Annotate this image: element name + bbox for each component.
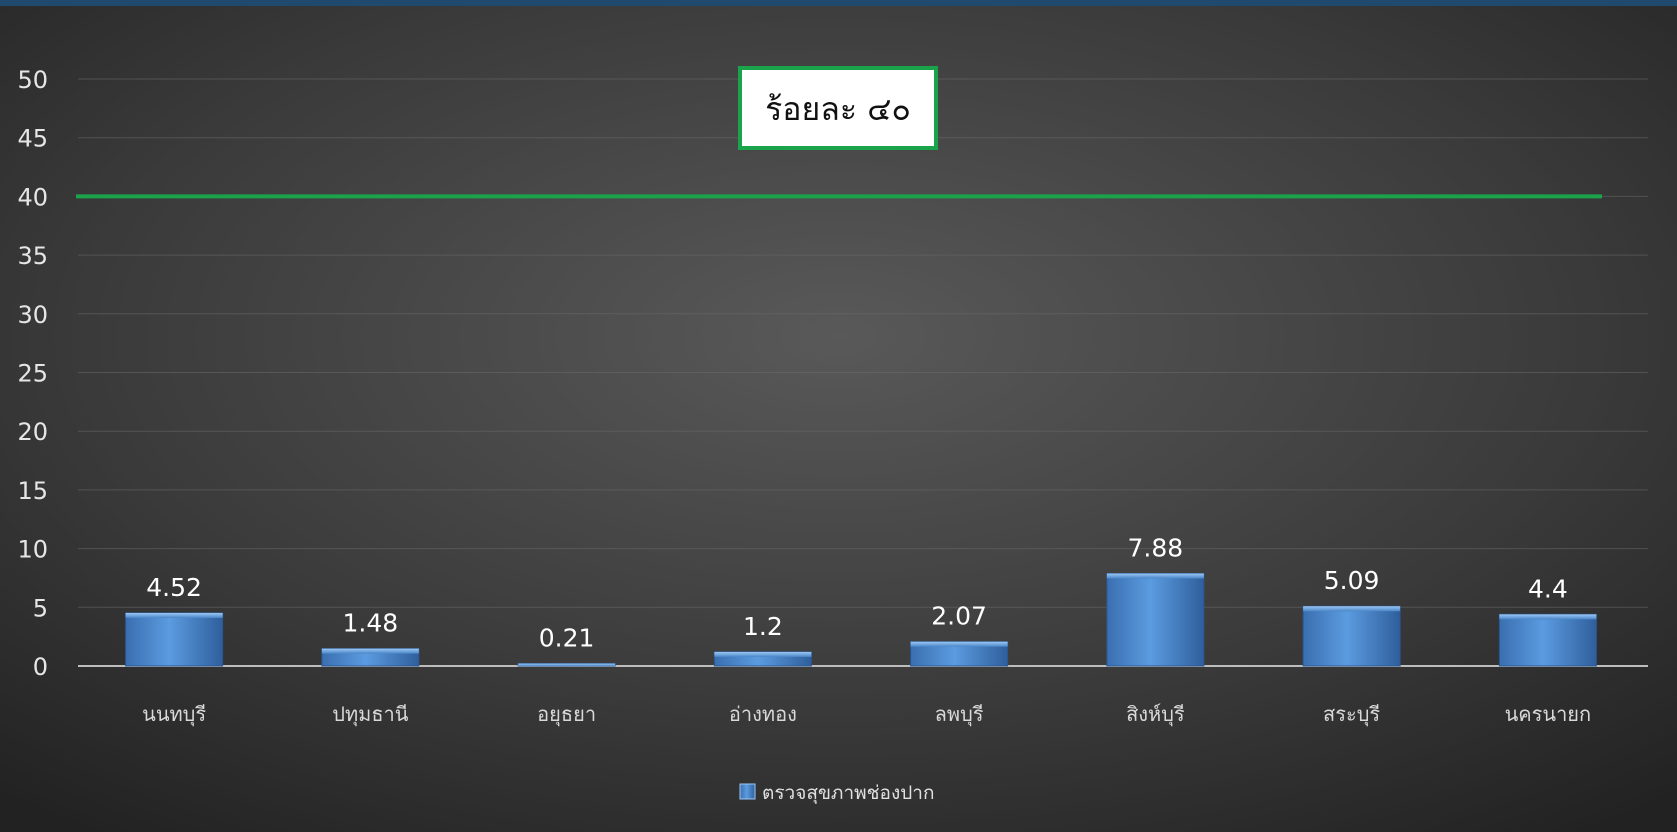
y-tick-label: 25 — [17, 360, 48, 388]
data-label: 7.88 — [1128, 533, 1184, 562]
category-label: ลพบุรี — [935, 702, 984, 727]
target-line-group: ร้อยละ ๔๐ — [76, 66, 1602, 199]
bar-highlight — [1106, 573, 1204, 579]
bar-group: 1.2 — [713, 612, 812, 667]
y-tick-label: 30 — [17, 301, 48, 329]
legend-label: ตรวจสุขภาพช่องปาก — [762, 782, 934, 805]
bar-highlight — [518, 663, 616, 666]
bar — [1106, 572, 1205, 667]
bar-group: 1.48 — [321, 609, 420, 667]
data-label: 0.21 — [539, 624, 595, 653]
category-label: สระบุรี — [1323, 702, 1380, 727]
target-label-box — [738, 66, 938, 150]
category-label: ปทุมธานี — [332, 702, 409, 727]
bars: 4.52 1.48 0.21 1.2 2.07 7.88 5.09 4.4 — [125, 533, 1597, 667]
bar — [125, 612, 224, 667]
bar-highlight — [125, 612, 223, 618]
target-label: ร้อยละ ๔๐ — [765, 90, 911, 128]
y-tick-label: 45 — [17, 125, 48, 153]
bar — [1302, 605, 1401, 667]
bar-highlight — [714, 651, 812, 657]
bar — [1498, 613, 1597, 667]
bar-highlight — [321, 648, 419, 654]
y-tick-label: 15 — [17, 477, 48, 505]
y-tick-label: 50 — [17, 66, 48, 94]
y-tick-label: 40 — [17, 183, 48, 211]
y-axis-ticks: 0 5 10 15 20 25 30 35 40 45 50 — [17, 66, 48, 681]
bar-group: 0.21 — [517, 624, 616, 667]
data-label: 1.48 — [343, 609, 399, 638]
category-label: อยุธยา — [537, 702, 596, 727]
bar-group: 7.88 — [1106, 533, 1205, 667]
bar-group: 2.07 — [910, 602, 1009, 667]
x-axis-categories: นนทบุรี ปทุมธานี อยุธยา อ่างทอง ลพบุรี สิงห์บ… — [142, 702, 1591, 727]
y-tick-label: 5 — [33, 594, 48, 622]
data-label: 1.2 — [743, 612, 783, 641]
y-tick-label: 35 — [17, 242, 48, 270]
data-label: 4.4 — [1528, 574, 1568, 603]
bar-highlight — [1499, 614, 1597, 620]
data-label: 2.07 — [931, 602, 987, 631]
bar-highlight — [1303, 606, 1401, 612]
bar-group: 4.4 — [1498, 574, 1597, 667]
category-label: นครนายก — [1505, 702, 1592, 726]
top-border — [0, 0, 1677, 6]
y-tick-label: 0 — [33, 653, 48, 681]
category-label: สิงห์บุรี — [1126, 702, 1185, 727]
data-label: 4.52 — [146, 573, 202, 602]
legend-swatch — [739, 783, 756, 800]
y-tick-label: 10 — [17, 536, 48, 564]
y-tick-label: 20 — [17, 418, 48, 446]
bar-highlight — [910, 641, 1008, 647]
legend: ตรวจสุขภาพช่องปาก — [739, 782, 934, 805]
bar-group: 5.09 — [1302, 566, 1401, 667]
category-label: อ่างทอง — [729, 702, 797, 726]
bar-chart: 0 5 10 15 20 25 30 35 40 45 50 4.52 1.48 0.21 1.2 2.07… — [0, 6, 1677, 832]
category-label: นนทบุรี — [142, 702, 206, 727]
bar-group: 4.52 — [125, 573, 224, 667]
data-label: 5.09 — [1324, 566, 1380, 595]
